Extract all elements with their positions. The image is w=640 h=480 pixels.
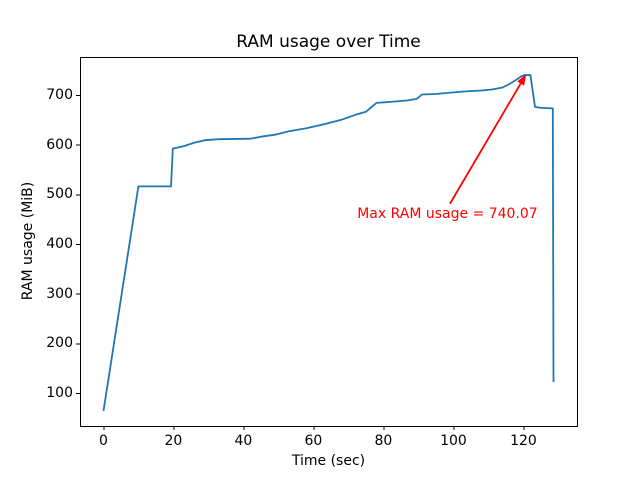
x-tick-label: 80 xyxy=(374,433,393,449)
annotation-arrow-head xyxy=(517,74,527,86)
y-tick-label: 700 xyxy=(46,86,73,103)
x-tick-label: 0 xyxy=(98,433,108,449)
x-tick-label: 20 xyxy=(164,433,183,449)
axes-frame xyxy=(80,57,578,427)
y-tick-label: 400 xyxy=(46,235,73,252)
y-tick-label: 600 xyxy=(46,136,73,153)
chart-title: RAM usage over Time xyxy=(236,32,421,52)
y-tick-label: 200 xyxy=(46,335,73,352)
x-tick-label: 40 xyxy=(234,433,253,449)
x-tick-label: 60 xyxy=(304,433,323,449)
x-tick-label: 120 xyxy=(510,433,537,449)
x-tick-label: 100 xyxy=(440,433,467,449)
y-tick-label: 100 xyxy=(46,385,73,401)
y-tick-label: 300 xyxy=(46,285,73,302)
annotation-arrow-shaft xyxy=(449,83,522,205)
x-axis-label: Time (sec) xyxy=(291,453,366,469)
y-tick-label: 500 xyxy=(46,186,73,203)
annotation-text: Max RAM usage = 740.07 xyxy=(357,206,538,223)
data-line xyxy=(102,74,555,412)
